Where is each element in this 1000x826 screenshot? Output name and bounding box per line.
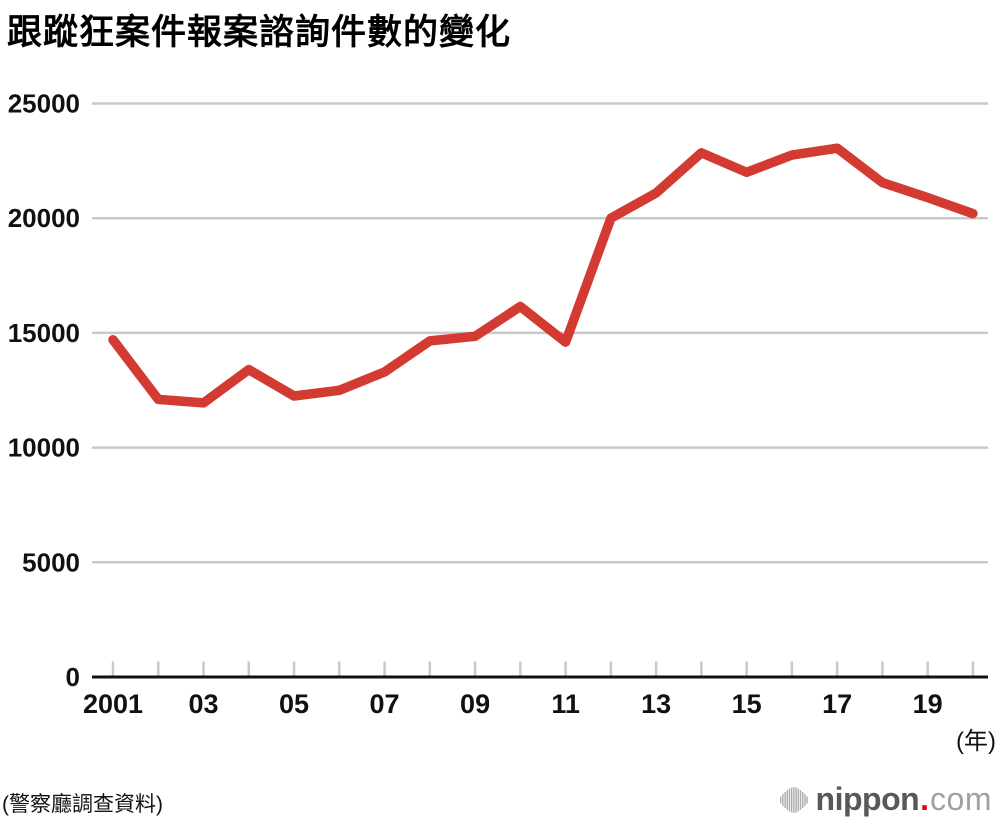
logo-bar	[805, 796, 808, 803]
y-tick-label: 25000	[8, 89, 80, 119]
x-tick-label: 15	[732, 689, 762, 719]
logo-bar	[790, 787, 792, 812]
y-tick-label: 15000	[8, 318, 80, 348]
x-axis-unit-label: (年)	[956, 728, 996, 755]
logo-bar	[779, 796, 781, 803]
logo-bar	[781, 793, 784, 806]
x-tick-label: 13	[641, 689, 671, 719]
x-tick-label: 05	[279, 689, 309, 719]
logo-bar	[794, 787, 797, 812]
soundwave-logo-icon	[779, 785, 809, 815]
x-tick-label: 11	[551, 689, 580, 719]
logo-bar	[799, 789, 801, 810]
x-tick-label: 19	[913, 689, 943, 719]
x-tick-label: 07	[370, 689, 400, 719]
logo-bar	[797, 788, 799, 811]
x-tick-label: 2001	[83, 689, 143, 719]
logo-text-nippon: nippon	[815, 781, 920, 817]
x-tick-label: 17	[822, 689, 852, 719]
source-note: (警察廳調查資料)	[2, 793, 163, 816]
logo-bar	[786, 789, 788, 810]
logo-text-dot: .	[920, 781, 930, 817]
x-tick-label: 09	[460, 689, 490, 719]
y-tick-label: 0	[66, 662, 80, 692]
y-tick-label: 10000	[8, 433, 80, 463]
page-title: 跟蹤狂案件報案諮詢件數的變化	[7, 13, 512, 52]
x-tick-label: 03	[188, 689, 218, 719]
logo-bar	[801, 791, 803, 808]
y-tick-label: 5000	[22, 547, 80, 577]
logo-bar	[783, 791, 786, 808]
logo-text-com: com	[930, 781, 992, 817]
y-tick-label: 20000	[8, 203, 80, 233]
data-series-line	[108, 143, 978, 408]
nippon-logo: nippon . com	[779, 781, 992, 818]
logo-bar	[788, 788, 790, 811]
logo-bar	[803, 793, 806, 806]
logo-bar	[792, 786, 795, 813]
